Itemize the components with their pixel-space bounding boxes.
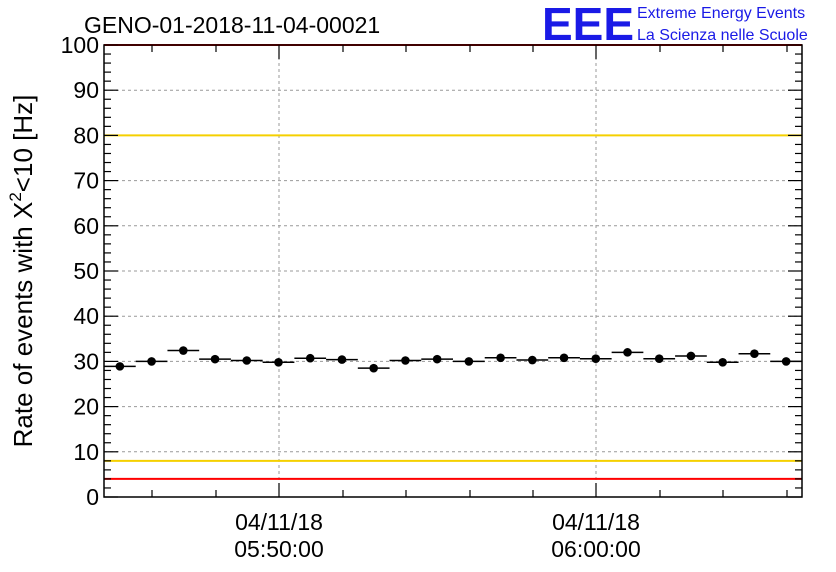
data-point [453, 357, 485, 366]
x-tick-label-date: 04/11/18 [235, 509, 323, 535]
data-point-marker [781, 357, 791, 366]
y-tick-label: 40 [73, 303, 99, 329]
y-tick-label: 10 [73, 439, 99, 465]
y-axis-label-suffix: <10 [Hz] [8, 95, 38, 193]
y-tick-label: 30 [73, 348, 99, 374]
y-axis-label-superscript: 2 [6, 192, 25, 201]
data-point-marker [559, 353, 569, 363]
eee-logo: EEE Extreme Energy Events La Scienza nel… [542, 0, 808, 50]
data-series [104, 346, 802, 373]
data-point [326, 355, 358, 364]
data-point-marker [147, 357, 156, 366]
data-point [611, 348, 644, 357]
data-point [262, 358, 295, 367]
logo-line-2: La Scienza nelle Scuole [637, 27, 808, 44]
data-point [643, 354, 676, 363]
y-tick-label: 90 [73, 77, 99, 103]
data-point-marker [369, 363, 378, 373]
data-point [548, 353, 580, 363]
data-point-marker [464, 357, 474, 366]
data-point [167, 346, 200, 355]
chart-title: GENO-01-2018-11-04-00021 [84, 12, 380, 38]
data-point-marker [337, 355, 347, 364]
axes [103, 44, 803, 498]
y-tick-label: 20 [73, 394, 99, 420]
x-tick-label-date: 04/11/18 [552, 509, 640, 535]
data-point [484, 353, 517, 363]
data-point-marker [179, 346, 188, 355]
data-point-marker [115, 362, 125, 371]
data-point-marker [654, 354, 664, 363]
grid [104, 44, 802, 498]
y-tick-label: 80 [73, 122, 99, 148]
data-point-marker [242, 356, 252, 365]
y-tick-label: 60 [73, 213, 99, 239]
y-tick-label: 70 [73, 168, 99, 194]
data-point [421, 354, 453, 364]
data-point [199, 354, 231, 364]
tick-labels: 010203040506070809010004/11/1805:50:0004… [61, 32, 641, 562]
data-point [579, 354, 612, 363]
data-point-marker [686, 351, 696, 361]
y-axis-label-prefix: Rate of events with X [8, 202, 38, 448]
data-point-marker [750, 349, 759, 359]
y-axis-label: Rate of events with X2<10 [Hz] [6, 95, 38, 448]
logo-mark: EEE [542, 0, 634, 50]
data-point-marker [432, 354, 442, 364]
data-point-marker [528, 355, 537, 365]
data-point [706, 358, 739, 367]
data-point-marker [623, 348, 632, 357]
data-point [357, 363, 390, 373]
data-point [230, 356, 263, 365]
data-point [516, 355, 549, 365]
data-point [104, 362, 136, 371]
data-point [294, 353, 327, 363]
data-point-marker [591, 354, 601, 363]
data-point-marker [210, 354, 220, 364]
logo-line-1: Extreme Energy Events [637, 5, 805, 22]
x-tick-label-time: 06:00:00 [551, 536, 641, 562]
data-point-marker [401, 356, 410, 365]
y-tick-label: 100 [61, 32, 99, 58]
data-point [675, 351, 707, 361]
data-point [135, 357, 168, 366]
reference-lines [104, 44, 802, 480]
data-point-marker [274, 358, 283, 367]
x-tick-label-time: 05:50:00 [234, 536, 324, 562]
data-point-marker [305, 353, 315, 363]
data-point [738, 349, 771, 359]
data-point-marker [718, 358, 727, 367]
data-point-marker [496, 353, 505, 363]
y-tick-label: 0 [86, 484, 99, 510]
y-tick-label: 50 [73, 258, 99, 284]
data-point [389, 356, 422, 365]
